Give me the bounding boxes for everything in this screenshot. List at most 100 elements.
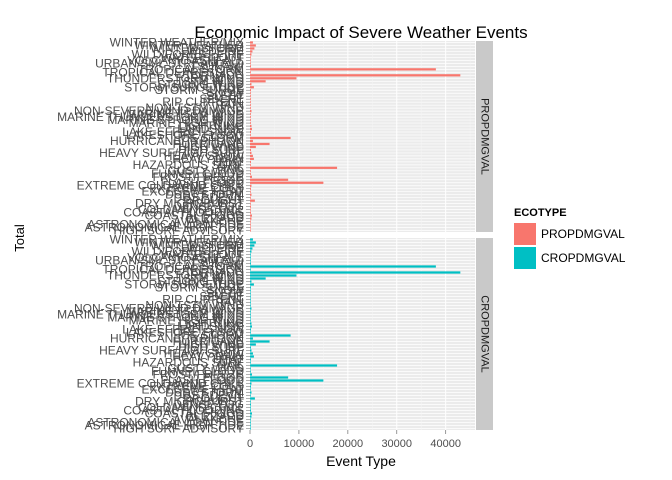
bar bbox=[250, 418, 251, 421]
bar bbox=[250, 166, 338, 169]
bar bbox=[250, 142, 270, 146]
bar bbox=[250, 181, 324, 184]
bar bbox=[250, 115, 251, 119]
bar bbox=[250, 151, 252, 155]
bar bbox=[250, 86, 254, 89]
y-tick-label: RIP CURRENT bbox=[162, 95, 244, 109]
y-tick-label: STORM SURGE/TIDE bbox=[124, 80, 244, 94]
y-tick-label: HURRICANE/TYPHOON bbox=[110, 332, 244, 346]
bar bbox=[250, 364, 338, 367]
y-tick-label: MARINE TSTM WIND bbox=[126, 107, 244, 121]
bar bbox=[250, 211, 251, 214]
bar bbox=[250, 187, 251, 190]
y-tick-label: LAKE-EFFECT SNOW bbox=[122, 323, 244, 337]
y-tick-label: TROPICAL DEPRESSION bbox=[102, 263, 244, 277]
y-tick-label: FLASH FLOOD bbox=[161, 374, 245, 388]
y-tick-label: DRY MICROBURST bbox=[135, 197, 245, 211]
y-tick-label: HAZARDOUS SURF bbox=[133, 158, 244, 172]
bar bbox=[250, 427, 251, 430]
bar bbox=[250, 253, 251, 256]
y-tick-label: FLASH FLOOD bbox=[161, 176, 245, 190]
bar bbox=[250, 124, 252, 128]
bar bbox=[250, 421, 251, 424]
y-tick-label: WINTER WEATHER/MIX bbox=[110, 233, 244, 247]
bar bbox=[250, 190, 251, 193]
y-tick-label: STORM SURGE bbox=[155, 83, 244, 97]
y-tick-label: MARINE HIGH WIND bbox=[129, 116, 245, 130]
y-tick-label: RAIN bbox=[215, 296, 244, 310]
bar bbox=[250, 295, 251, 298]
y-tick-label: STORM SURGE bbox=[155, 281, 244, 295]
bar bbox=[250, 385, 251, 388]
y-tick-label: DUST DEVIL bbox=[174, 389, 245, 403]
bar bbox=[250, 89, 251, 92]
panel-background bbox=[250, 238, 475, 430]
y-tick-label: LAKESHORE FLOOD bbox=[126, 326, 244, 340]
bar bbox=[250, 196, 251, 199]
y-tick-label: TSTM WIND bbox=[176, 74, 244, 88]
y-tick-label: WILDFIRE bbox=[187, 44, 244, 58]
bar bbox=[250, 259, 251, 262]
y-tick-label: STRONG WIND bbox=[157, 77, 244, 91]
bar bbox=[250, 169, 251, 172]
bar bbox=[250, 277, 266, 280]
y-tick-label: RIP CURRENT bbox=[162, 293, 244, 307]
bar bbox=[250, 325, 252, 328]
y-tick-label: SNOW bbox=[207, 86, 245, 100]
y-tick-label: FROST/FREEZE bbox=[153, 368, 244, 382]
y-tick-label: TORNADO bbox=[184, 266, 244, 280]
bar bbox=[250, 244, 255, 247]
facet-strips: PROPDMGVAL CROPDMGVAL bbox=[476, 41, 493, 430]
y-tick-label: LIGHTNING bbox=[179, 317, 244, 331]
bar bbox=[250, 367, 251, 370]
bar bbox=[250, 148, 251, 152]
y-tick-label: WILDFIRE bbox=[187, 242, 244, 256]
y-tick-label: WINTER WEATHER/MIX bbox=[110, 35, 244, 49]
y-tick-label: HEAVY RAIN bbox=[172, 350, 244, 364]
bar bbox=[250, 307, 252, 310]
y-tick-label: TSTM WIND bbox=[176, 272, 244, 286]
bar bbox=[250, 283, 254, 286]
legend-key bbox=[514, 223, 536, 245]
x-axis: 0 10000 20000 30000 40000 bbox=[247, 430, 461, 450]
bar bbox=[250, 373, 252, 376]
y-tick-label: HIGH SURF ADVISORY bbox=[114, 422, 244, 436]
y-tick-label: HEAVY RAIN bbox=[172, 152, 244, 166]
bar bbox=[250, 268, 251, 271]
bar bbox=[250, 101, 251, 104]
bar bbox=[250, 83, 252, 86]
bar bbox=[250, 271, 461, 274]
y-tick-label: AVALANCHE bbox=[173, 215, 244, 229]
bar bbox=[250, 379, 324, 382]
bar bbox=[250, 274, 297, 277]
bar bbox=[250, 397, 255, 400]
bar bbox=[250, 346, 251, 349]
bar bbox=[250, 41, 253, 44]
y-tick-label: HURRICANE/TYPHOON bbox=[110, 134, 244, 148]
bar bbox=[250, 175, 252, 178]
bar bbox=[250, 214, 252, 217]
y-tick-label: COLD/WIND CHILL bbox=[138, 401, 244, 415]
bar bbox=[250, 107, 251, 110]
y-tick-label: FROST/FREEZE bbox=[153, 170, 244, 184]
bar bbox=[250, 112, 251, 116]
bar bbox=[250, 157, 254, 161]
y-tick-label: STRONG WIND bbox=[157, 275, 244, 289]
chart-title: Economic Impact of Severe Weather Events bbox=[194, 23, 527, 42]
y-tick-label: DRY MICROBURST bbox=[135, 395, 245, 409]
bar bbox=[250, 223, 251, 226]
x-tick-label: 10000 bbox=[284, 438, 315, 450]
bar bbox=[250, 145, 256, 149]
y-tick-label: LAKE-EFFECT SNOW bbox=[122, 125, 244, 139]
y-tick-label: TROPICAL DEPRESSION bbox=[102, 65, 244, 79]
bar bbox=[250, 95, 251, 98]
bar bbox=[250, 355, 254, 358]
y-tick-label: STORM SURGE/TIDE bbox=[124, 278, 244, 292]
y-tick-label: DROUGHT bbox=[183, 392, 244, 406]
bar bbox=[250, 316, 251, 319]
y-tick-label: RAIN bbox=[215, 98, 244, 112]
bar bbox=[250, 403, 251, 406]
bar bbox=[250, 328, 251, 331]
bar bbox=[250, 301, 251, 304]
